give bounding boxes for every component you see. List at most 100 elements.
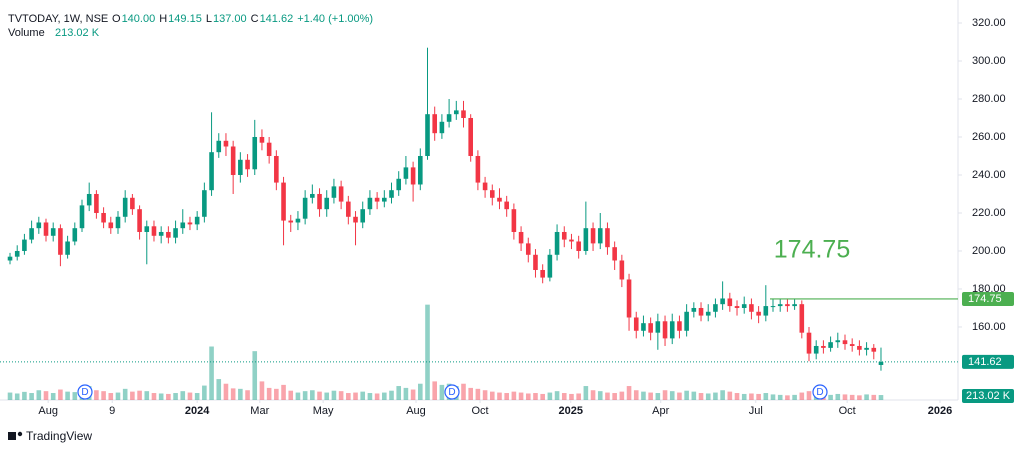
y-tick-label: 180.00 [972,283,1006,295]
candle-body [518,231,524,244]
volume-bar [245,390,250,400]
volume-bar [597,391,603,400]
candle-body [403,167,409,179]
y-tick-label: 220.00 [972,207,1006,219]
candle-body [878,361,884,365]
candle-body [266,142,272,156]
candle-body [655,321,661,333]
ohlc-item: 149.15 [168,13,202,25]
volume-bar [101,391,106,400]
brand: TradingView [26,429,92,443]
volume-bar [871,394,877,400]
volume-bar [317,391,322,400]
candle-body [705,311,711,316]
x-tick-label: 2024 [185,405,210,417]
volume-bar [58,389,63,400]
volume-bar [828,394,833,400]
volume-bar [324,392,330,400]
dividend-marker [444,384,460,400]
volume-bar [230,388,236,400]
volume-bar [302,391,308,400]
ohlc-item: +1.40 (+1.00%) [297,13,373,25]
candle-body [691,307,697,312]
candle-body [302,197,308,219]
volume-bar [29,393,34,400]
volume-bar [504,393,509,400]
volume-bar [94,390,99,400]
x-tick-label: Aug [38,405,58,417]
volume-bar [374,393,380,400]
volume-bar [425,304,430,400]
candle-body [396,178,402,191]
candle-body [475,155,481,183]
volume-bar [108,393,114,400]
candle-body [79,205,85,229]
volume-bar [252,351,258,400]
candle-body [216,140,222,153]
candle-body [223,140,229,147]
volume-bar [281,384,286,400]
candle-body [461,110,466,118]
x-tick-label: Jul [749,405,763,417]
volume-bar [770,394,776,400]
candle-body [871,347,877,352]
candle-body [684,311,689,331]
volume-bar [720,390,725,400]
volume-bar [561,393,567,400]
candle-body [669,321,675,339]
volume-bar [266,387,272,400]
candle-body [331,186,337,198]
candle-body [648,323,653,333]
volume-bar [353,392,358,400]
candle-body [101,212,106,223]
candle-body [569,239,574,242]
candle-body [36,222,42,229]
candle-body [374,197,380,202]
volume-bar [655,393,661,400]
candle-body [792,304,797,307]
candle-body [619,260,625,280]
candle-body [367,197,373,210]
volume-bar [295,392,301,400]
ohlc-item: C [251,13,259,25]
volume-bar [864,394,869,400]
volume-bar [489,391,495,400]
volume-bar [43,391,49,400]
candle-body [353,216,358,223]
candle-body [533,254,538,270]
candle-body [828,342,833,348]
candle-body [295,218,301,223]
volume-bar [346,393,351,400]
candle-body [346,201,351,217]
candle-body [849,344,855,346]
y-tick-label: 160.00 [972,321,1006,333]
candle-body [72,228,78,242]
volume-bar [540,393,545,400]
last-price-label: 141.62 [968,356,1002,368]
volume-bar [410,389,416,400]
volume-bar [14,393,20,400]
x-tick-label: Oct [471,405,488,417]
dividend-label: D [81,387,88,398]
candle-body [612,247,617,261]
volume-bar [209,346,214,400]
candle-body [151,226,157,236]
x-tick-label: Oct [839,405,856,417]
y-tick-label: 240.00 [972,169,1006,181]
candle-body [310,193,315,198]
volume-bar [439,384,445,400]
volume-bar [677,392,682,400]
candle-body [410,167,416,185]
volume-bar [259,381,265,400]
candle-body [58,228,63,255]
volume-bar [331,390,337,400]
ohlc-item: 140.00 [122,13,156,25]
x-tick-label: 2025 [559,405,583,417]
candle-body [166,231,171,238]
volume-bar [158,393,164,400]
volume-bar [590,390,596,400]
volume-bar [360,391,366,400]
candle-body [259,136,265,143]
candle-body [238,159,243,175]
